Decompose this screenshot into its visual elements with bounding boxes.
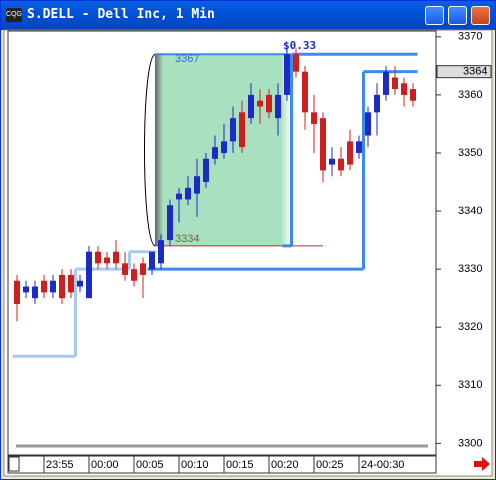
candle-body [50, 280, 56, 293]
candle-body [311, 112, 317, 124]
candle-body [194, 176, 200, 194]
y-tick-label: 3360 [458, 89, 482, 101]
candle-body [248, 94, 254, 119]
candle-body [221, 141, 227, 153]
last-price-label: 3364 [463, 66, 487, 78]
y-tick-label: 3340 [458, 205, 482, 217]
maximize-button[interactable] [448, 6, 467, 25]
candle-body [230, 118, 236, 142]
candle-body [293, 54, 299, 72]
candle-body [356, 141, 362, 153]
candle-body [176, 193, 182, 200]
range-low-label: 3334 [175, 233, 199, 245]
candle-body [266, 94, 272, 113]
candle-body [284, 54, 290, 95]
candle-body [158, 240, 164, 264]
candle-body [383, 71, 389, 95]
candle-body [140, 263, 146, 275]
candle-body [347, 141, 353, 165]
candle-body [86, 251, 92, 299]
candle-body [167, 205, 173, 241]
x-tick-label: 00:00 [91, 459, 119, 471]
candle-body [374, 94, 380, 113]
range-shade [155, 54, 163, 246]
x-tick-label: 00:25 [316, 459, 344, 471]
close-button[interactable] [471, 6, 490, 25]
title-bar: CQG S.DELL - Dell Inc, 1 Min [1, 1, 495, 30]
candle-body [392, 77, 398, 90]
candle-body [122, 263, 128, 275]
candle-body [212, 147, 218, 159]
y-tick-label: 3330 [458, 263, 482, 275]
x-tick-label: 24-00:30 [361, 459, 404, 471]
scroll-box[interactable] [8, 456, 20, 472]
y-tick-label: 3310 [458, 379, 482, 391]
scroll-arrow[interactable] [474, 457, 490, 471]
candle-body [104, 257, 110, 264]
range-shade [281, 54, 291, 246]
y-tick-label: 3350 [458, 147, 482, 159]
x-tick-label: 00:10 [181, 459, 209, 471]
candle-body [77, 280, 83, 287]
y-tick-label: 3300 [458, 437, 482, 449]
candle-body [239, 112, 245, 148]
y-tick-label: 3320 [458, 321, 482, 333]
annotation: $0.33 [283, 39, 316, 52]
candle-body [68, 274, 74, 293]
x-tick-label: 23:55 [46, 459, 74, 471]
range-high-label: 3367 [175, 53, 199, 65]
candle-body [185, 187, 191, 200]
candle-body [14, 280, 20, 304]
candle-body [320, 118, 326, 171]
candle-body [410, 89, 416, 101]
window-title: S.DELL - Dell Inc, 1 Min [27, 7, 215, 22]
candle-body [113, 251, 119, 264]
candle-body [338, 158, 344, 171]
candle-body [59, 274, 65, 299]
candle-body [401, 83, 407, 95]
x-tick-label: 00:05 [136, 459, 164, 471]
candle-body [41, 280, 47, 293]
range-bracket [144, 53, 156, 247]
candle-body [131, 269, 137, 281]
candle-body [257, 100, 263, 107]
last-price-box [436, 65, 492, 79]
candle-body [275, 94, 281, 119]
candle-body [32, 286, 38, 299]
candle-body [23, 286, 29, 293]
minimize-button[interactable] [425, 6, 444, 25]
candle-body [365, 112, 371, 136]
candle-body [95, 251, 101, 264]
x-tick-label: 00:15 [226, 459, 254, 471]
time-axis [7, 455, 437, 474]
app-icon: CQG [6, 8, 22, 22]
candle-body [203, 158, 209, 183]
candle-body [302, 71, 308, 113]
candle-body [329, 158, 335, 165]
x-tick-label: 00:20 [271, 459, 299, 471]
y-tick-label: 3370 [458, 31, 482, 43]
candle-body [149, 251, 155, 270]
